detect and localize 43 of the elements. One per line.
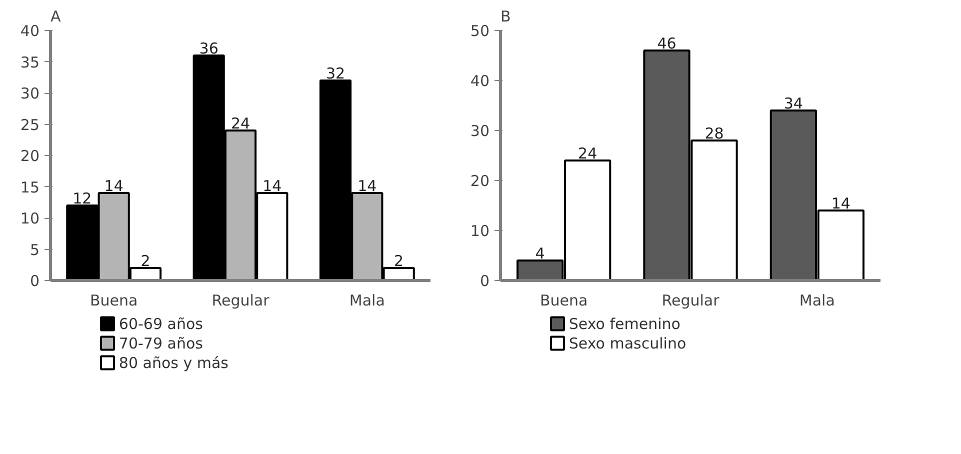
legend-label: Sexo femenino bbox=[568, 314, 680, 333]
chart-title: B bbox=[500, 8, 511, 26]
y-tick-label: 40 bbox=[470, 72, 490, 90]
chart-title: A bbox=[50, 8, 62, 26]
y-tick-label: 5 bbox=[30, 240, 40, 259]
data-label: 24 bbox=[578, 144, 598, 162]
y-tick-label: 50 bbox=[470, 22, 490, 40]
legend-label: 60-69 años bbox=[118, 314, 204, 333]
x-tick-label: Regular bbox=[212, 292, 270, 310]
y-tick-label: 0 bbox=[30, 272, 40, 290]
data-label: 14 bbox=[104, 177, 124, 195]
legend-label: Sexo masculino bbox=[568, 334, 686, 352]
x-tick-label: Regular bbox=[662, 292, 720, 310]
data-label: 46 bbox=[657, 34, 676, 52]
data-label: 28 bbox=[704, 124, 724, 142]
y-tick-label: 30 bbox=[470, 122, 490, 140]
y-tick-label: 20 bbox=[470, 172, 490, 190]
data-label: 14 bbox=[831, 194, 850, 212]
y-tick-label: 10 bbox=[470, 222, 490, 240]
y-tick-label: 25 bbox=[20, 116, 40, 134]
y-tick-label: 0 bbox=[480, 272, 490, 290]
y-tick-label: 20 bbox=[20, 147, 40, 165]
data-label: 32 bbox=[326, 64, 346, 82]
x-tick-label: Mala bbox=[799, 292, 835, 310]
y-tick-label: 40 bbox=[20, 22, 40, 40]
data-label: 36 bbox=[199, 40, 218, 58]
y-tick-label: 15 bbox=[20, 178, 40, 196]
x-tick-label: Buena bbox=[90, 292, 138, 310]
legend-label: 80 años y más bbox=[118, 354, 229, 372]
data-label: 34 bbox=[784, 94, 803, 112]
data-label: 24 bbox=[230, 114, 250, 132]
data-label: 14 bbox=[358, 177, 377, 195]
data-label: 2 bbox=[140, 252, 150, 270]
data-label: 2 bbox=[394, 252, 404, 270]
x-tick-label: Buena bbox=[540, 292, 588, 310]
y-tick-label: 10 bbox=[20, 210, 40, 228]
legend-label: 70-79 años bbox=[118, 334, 204, 352]
data-label: 12 bbox=[72, 190, 92, 208]
data-label: 4 bbox=[535, 244, 545, 262]
y-tick-label: 30 bbox=[20, 84, 40, 102]
y-tick-label: 35 bbox=[20, 53, 40, 72]
x-tick-label: Mala bbox=[349, 292, 385, 310]
data-label: 14 bbox=[262, 177, 282, 195]
